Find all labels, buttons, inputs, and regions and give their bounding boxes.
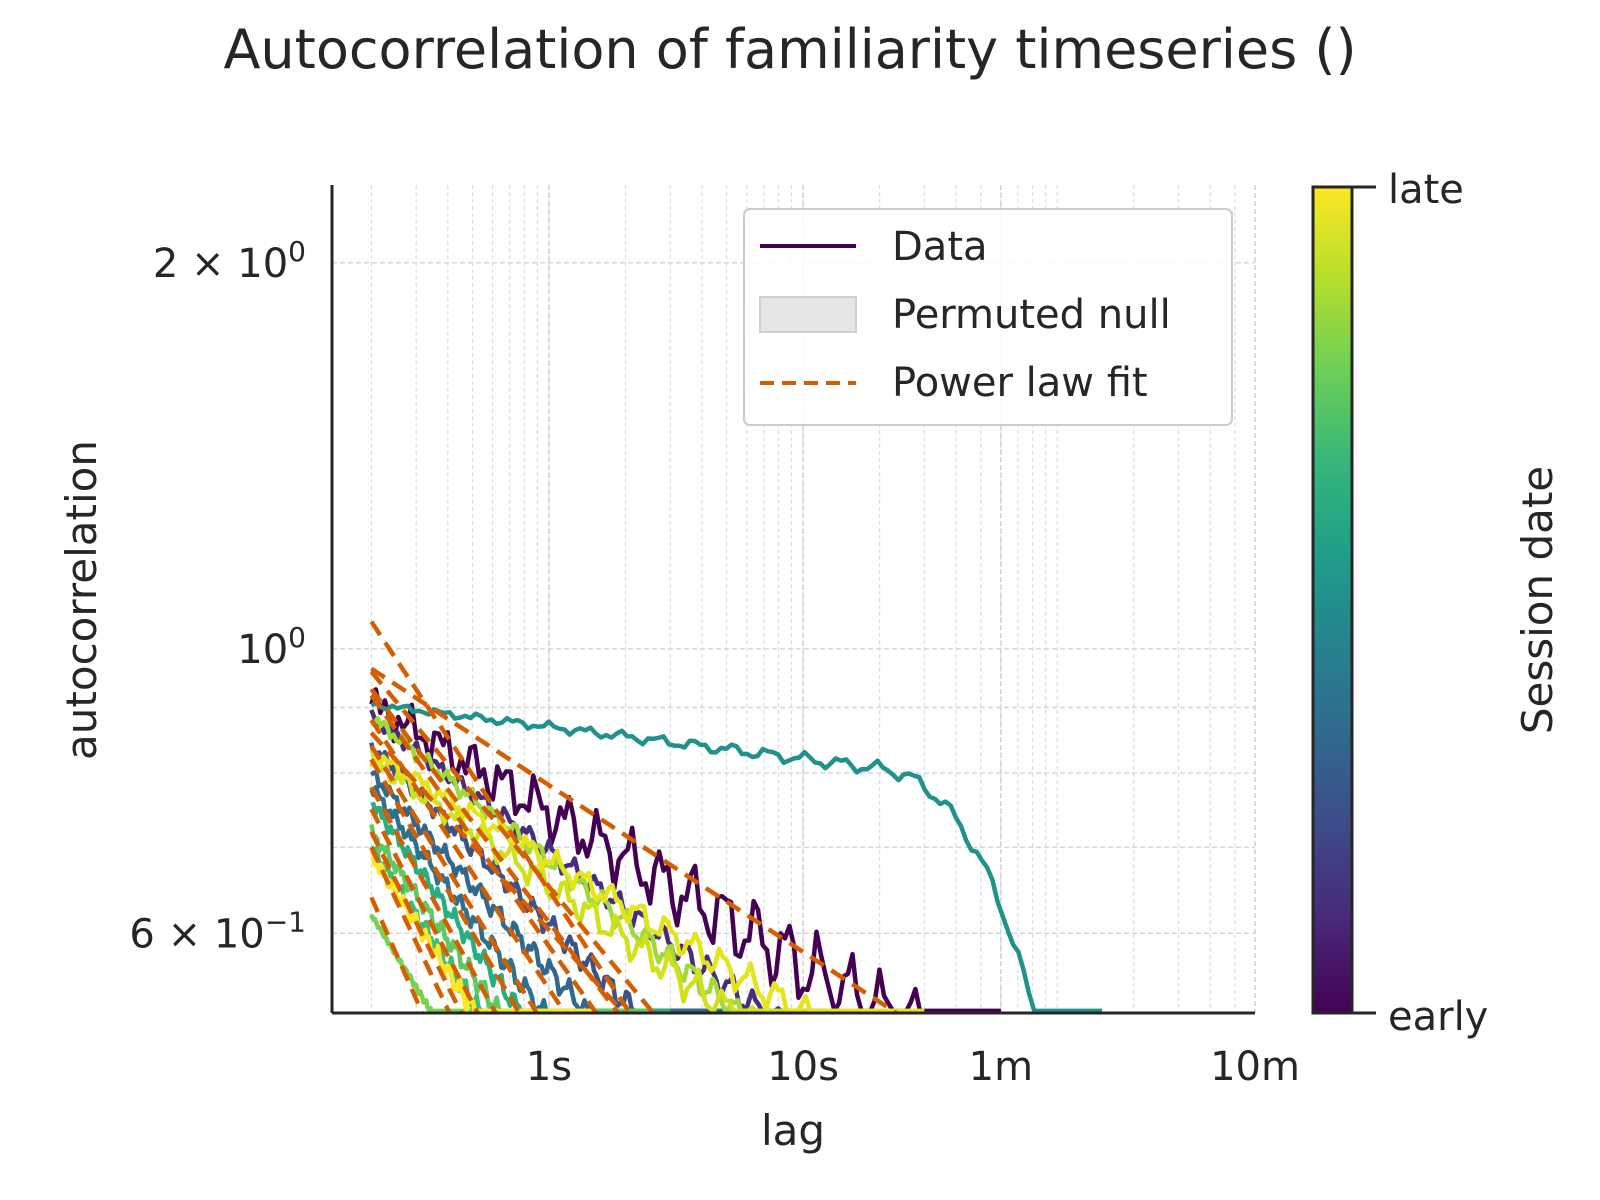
colorbar-low-label: early xyxy=(1388,994,1488,1040)
data-series-line xyxy=(369,913,475,1014)
y-tick-label: 100 xyxy=(237,621,306,673)
x-axis-label: lag xyxy=(761,1106,825,1155)
power-law-fit-line xyxy=(369,718,567,1015)
x-tick-label: 10m xyxy=(1210,1044,1300,1090)
legend-null-swatch xyxy=(759,296,857,333)
legend-data-label: Data xyxy=(892,224,988,270)
chart-title: Autocorrelation of familiarity timeserie… xyxy=(223,18,1356,81)
data-series-line xyxy=(369,749,925,1014)
x-tick-label: 10s xyxy=(767,1044,839,1090)
y-tick-label: 6 × 10−1 xyxy=(129,905,306,957)
power-law-fit-line xyxy=(369,846,452,1014)
legend-fit-label: Power law fit xyxy=(892,360,1148,406)
x-tick-label: 1s xyxy=(526,1044,572,1090)
power-law-fit-line xyxy=(369,620,632,1015)
power-law-fit-line xyxy=(369,896,425,1014)
y-tick-label: 2 × 100 xyxy=(153,235,306,287)
power-law-fit-line xyxy=(369,731,626,1015)
data-series-line xyxy=(370,715,814,1014)
data-series-line xyxy=(369,849,595,1014)
plot-area: 1s 10s 1m 10m 2 × 100 100 6 × 10−1 xyxy=(129,185,1300,1090)
data-series-line xyxy=(369,709,824,1014)
colorbar-gradient xyxy=(1311,185,1354,1015)
power-law-fit-line xyxy=(370,666,898,1015)
power-law-fit-line xyxy=(369,786,498,1015)
power-law-fit-line xyxy=(369,744,539,1015)
x-ticks: 1s 10s 1m 10m xyxy=(526,1044,1300,1090)
colorbar-label: Session date xyxy=(1513,466,1562,734)
legend: Data Permuted null Power law fit xyxy=(743,208,1233,426)
legend-null-label: Permuted null xyxy=(892,292,1171,338)
colorbar-high-label: late xyxy=(1388,167,1464,213)
x-tick-label: 1m xyxy=(969,1044,1033,1090)
y-axis-label: autocorrelation xyxy=(57,440,106,760)
fit-lines xyxy=(369,620,898,1015)
legend-box xyxy=(743,208,1233,426)
y-ticks: 2 × 100 100 6 × 10−1 xyxy=(129,235,306,957)
colorbar: late early Session date xyxy=(1311,167,1562,1040)
power-law-fit-line xyxy=(369,808,480,1015)
power-law-fit-line xyxy=(369,693,599,1015)
power-law-fit-line xyxy=(369,830,464,1014)
data-series-line xyxy=(370,700,1102,1014)
